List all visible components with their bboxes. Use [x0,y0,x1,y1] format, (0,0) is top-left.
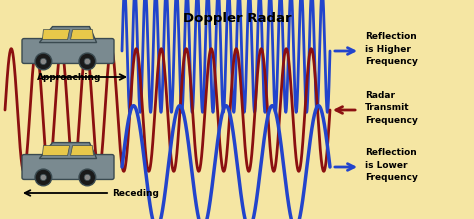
Polygon shape [39,143,97,159]
Text: Receding: Receding [112,189,159,198]
Text: Approaching: Approaching [37,72,101,81]
Polygon shape [42,146,70,155]
Circle shape [35,53,52,70]
Text: Reflection
is Higher
Frequency: Reflection is Higher Frequency [365,32,418,66]
Polygon shape [71,30,93,40]
FancyBboxPatch shape [22,39,114,64]
Polygon shape [39,26,97,42]
Circle shape [40,58,46,65]
Circle shape [35,169,52,186]
Circle shape [84,174,91,181]
Text: Reflection
is Lower
Frequency: Reflection is Lower Frequency [365,148,418,182]
Circle shape [79,53,96,70]
Text: Radar
Transmit
Frequency: Radar Transmit Frequency [365,91,418,125]
Polygon shape [71,146,93,155]
FancyBboxPatch shape [22,155,114,179]
Polygon shape [42,30,70,40]
Circle shape [40,174,46,181]
Text: Doppler Radar: Doppler Radar [182,12,292,25]
Circle shape [84,58,91,65]
Circle shape [79,169,96,186]
